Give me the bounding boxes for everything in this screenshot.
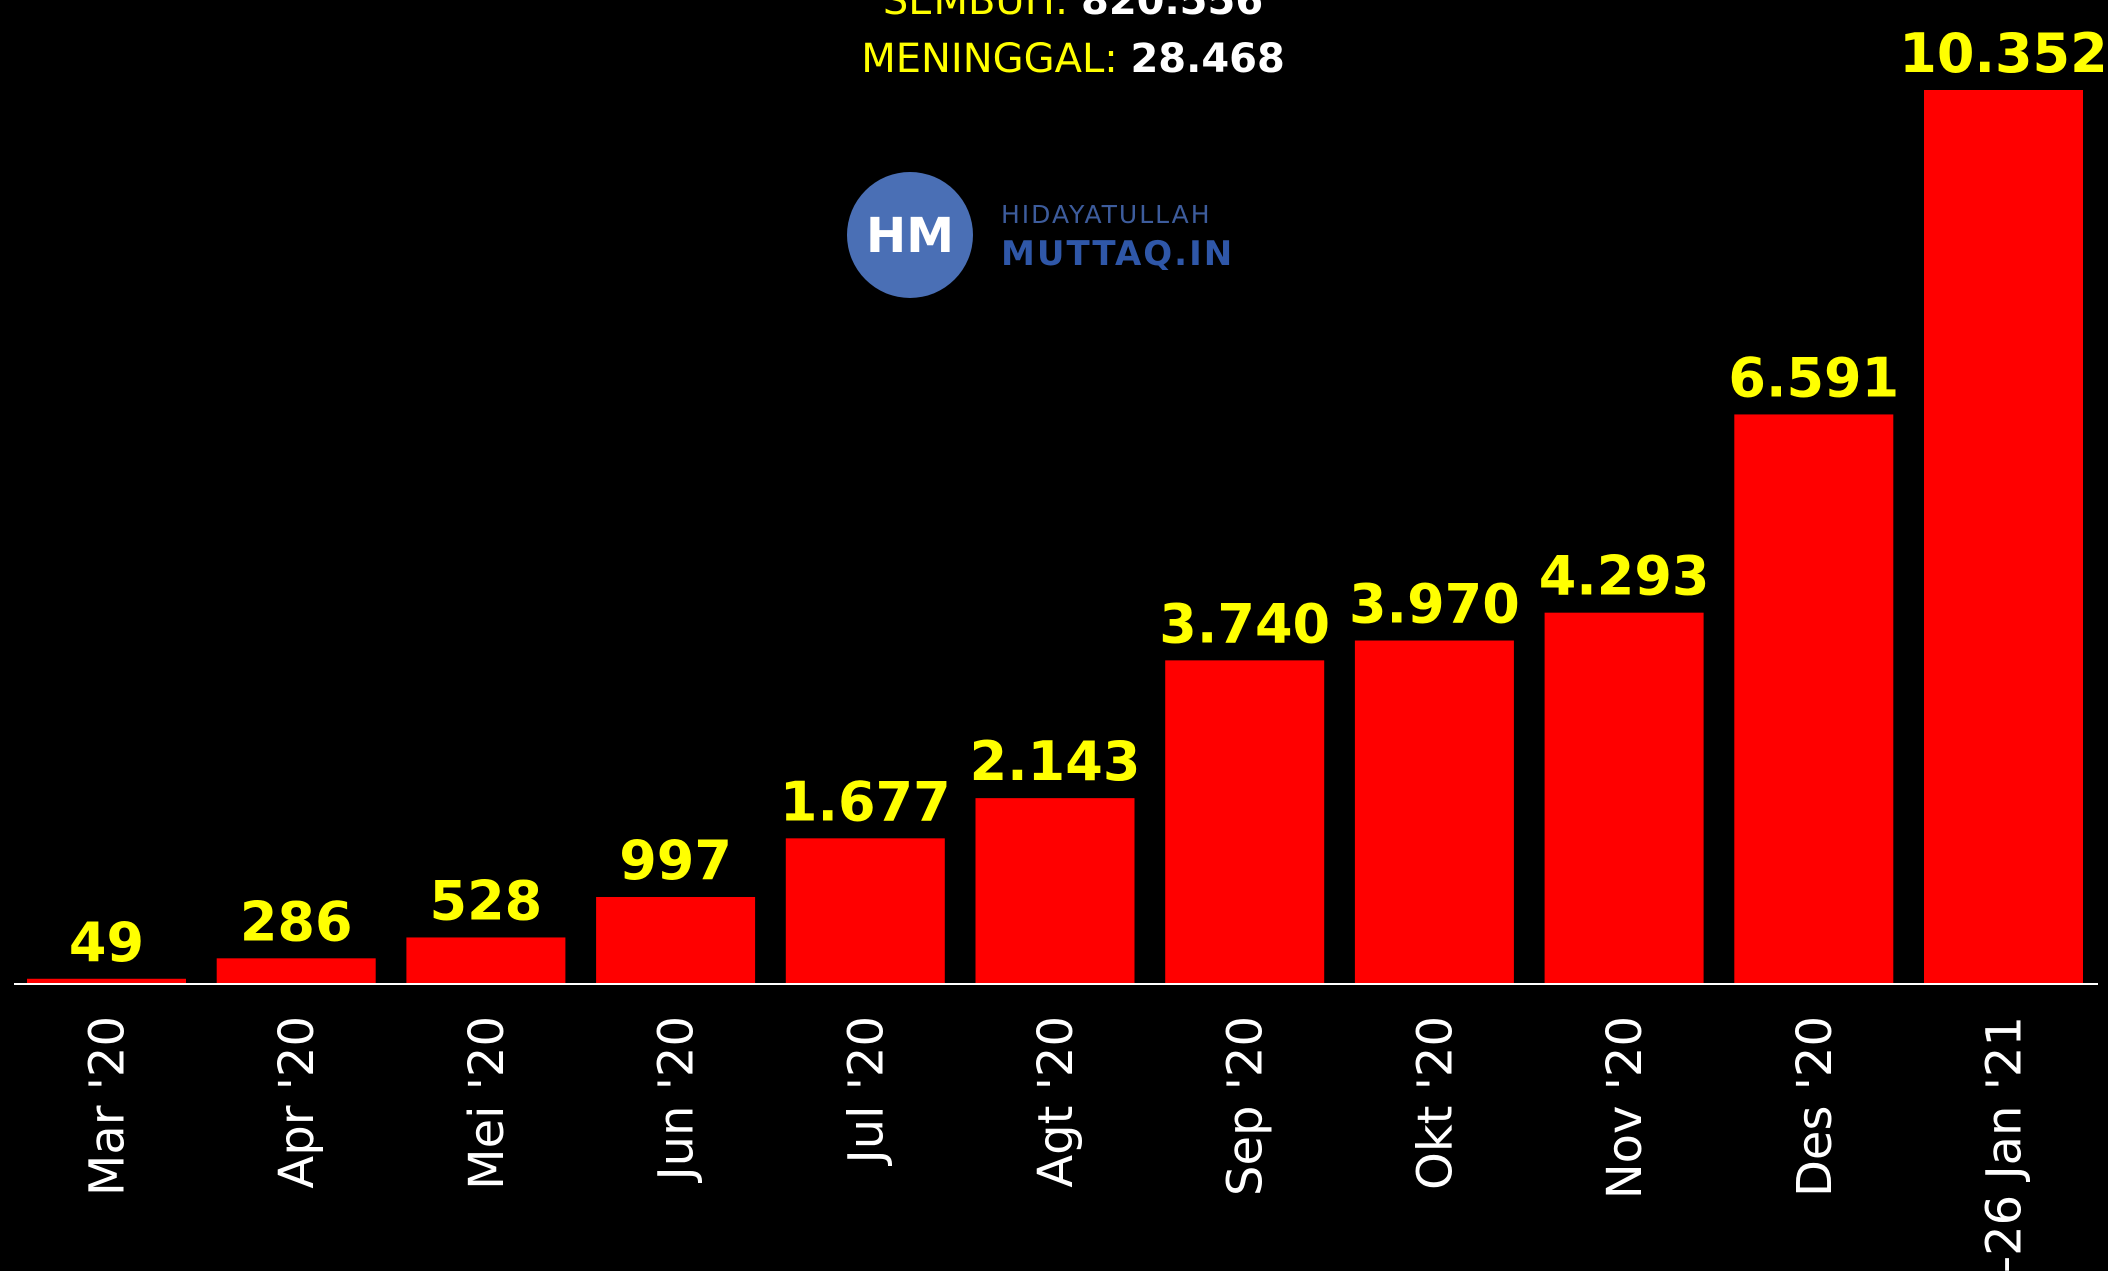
bar (406, 937, 566, 983)
data-label: 6.591 (1728, 346, 1899, 409)
logo-line1: HIDAYATULLAH (1001, 200, 1212, 229)
logo-initials: HM (866, 208, 954, 264)
x-tick-label: Agt '20 (1028, 1016, 1084, 1188)
x-tick-label: Mar '20 (80, 1016, 136, 1196)
bar (27, 978, 186, 983)
x-tick-label: Mei '20 (459, 1016, 515, 1190)
x-tick-label: Apr '20 (269, 1016, 325, 1189)
bar (975, 798, 1135, 983)
data-label: 528 (430, 869, 543, 932)
logo-line2: MUTTAQ.IN (1001, 234, 1234, 274)
data-label: 3.740 (1159, 592, 1330, 655)
bar (216, 958, 376, 983)
x-tick-label: 1-26 Jan '21 (1977, 1016, 2033, 1271)
annotation: MENINGGAL: 28.468 (861, 36, 1285, 82)
data-label: 1.677 (780, 770, 951, 833)
data-label: 49 (69, 911, 144, 974)
bar (1354, 640, 1514, 983)
annotation-value: 820.556 (1081, 0, 1263, 24)
annotation-value: 28.468 (1130, 36, 1284, 82)
bar (1165, 660, 1325, 983)
x-tick-label: Des '20 (1787, 1016, 1843, 1197)
logo-circle (847, 172, 973, 298)
x-tick-label: Okt '20 (1407, 1016, 1463, 1190)
bar (596, 896, 756, 983)
x-tick-label: Jun '20 (649, 1016, 705, 1184)
bar (785, 838, 945, 983)
annotation: SEMBUH: 820.556 (883, 0, 1263, 24)
data-label: 2.143 (970, 730, 1141, 793)
x-tick-label: Jul '20 (838, 1016, 894, 1166)
data-label: 10.352 (1899, 22, 2107, 85)
bar (1544, 612, 1704, 983)
bar (1734, 414, 1894, 983)
data-label: 286 (240, 890, 353, 953)
annotation-label: MENINGGAL: (861, 36, 1118, 82)
bar (1924, 90, 2083, 983)
annotation-label: SEMBUH: (883, 0, 1068, 24)
data-label: 997 (619, 829, 732, 892)
data-label: 3.970 (1349, 573, 1520, 636)
x-tick-label: Nov '20 (1597, 1016, 1653, 1199)
data-label: 4.293 (1539, 545, 1710, 608)
x-tick-label: Sep '20 (1218, 1016, 1274, 1196)
